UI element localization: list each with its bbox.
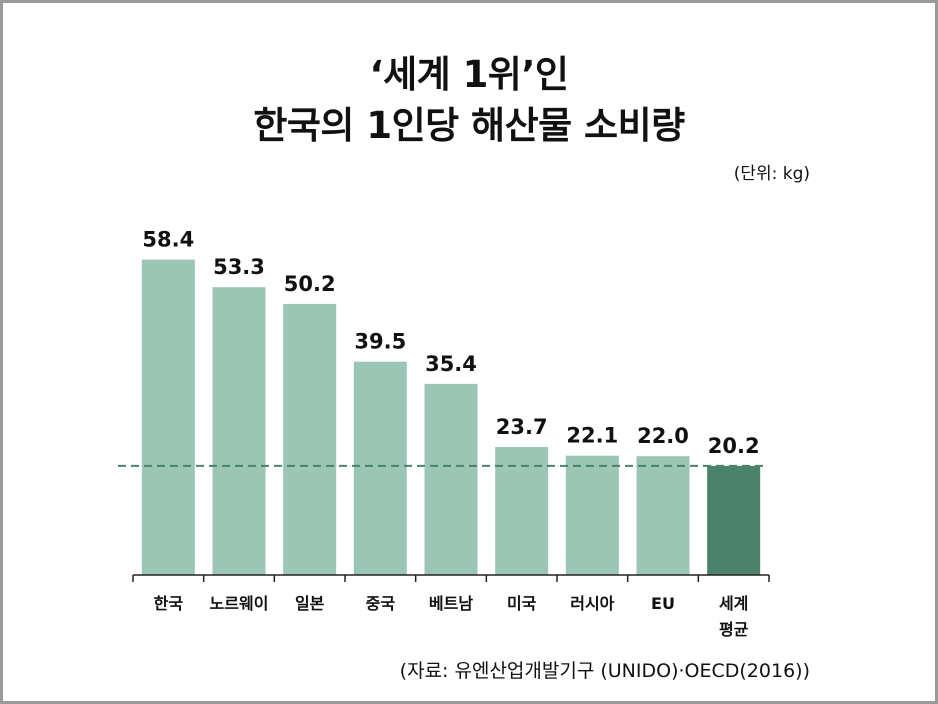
value-label-7: 22.1 [566, 424, 618, 448]
bar-1 [141, 259, 195, 575]
value-label-1: 58.4 [142, 228, 194, 252]
bar-7 [565, 455, 619, 575]
bar-2 [212, 287, 266, 575]
category-label-3: 일본 [295, 594, 325, 613]
category-label-9-line1: 세계 [719, 594, 748, 613]
category-label-1: 한국 [154, 594, 184, 613]
chart-title-line2: 한국의 1인당 해산물 소비량 [253, 104, 685, 147]
bar-3 [283, 303, 337, 575]
bar-8 [636, 456, 690, 575]
source-note: (자료: 유엔산업개발기구 (UNIDO)·OECD(2016)) [399, 660, 810, 682]
value-label-2: 53.3 [213, 255, 265, 279]
category-label-6: 미국 [507, 594, 537, 613]
chart-title-line1: ‘세계 1위’인 [369, 53, 569, 96]
value-label-6: 23.7 [496, 415, 548, 439]
category-label-5: 베트남 [429, 594, 473, 613]
bar-6 [495, 447, 549, 575]
bar-5 [424, 383, 478, 575]
category-label-9-line2: 평균 [719, 620, 749, 639]
category-label-4: 중국 [366, 594, 396, 613]
value-label-5: 35.4 [425, 352, 477, 376]
category-label-2: 노르웨이 [210, 594, 269, 613]
value-label-4: 39.5 [354, 330, 406, 354]
value-label-9: 20.2 [708, 434, 760, 458]
value-label-3: 50.2 [284, 272, 336, 296]
value-label-8: 22.0 [637, 424, 689, 448]
bar-9 [707, 465, 761, 575]
category-label-7: 러시아 [570, 594, 614, 613]
category-label-8: EU [651, 594, 675, 613]
unit-label: (단위: kg) [733, 164, 810, 184]
bar-4 [353, 361, 407, 575]
